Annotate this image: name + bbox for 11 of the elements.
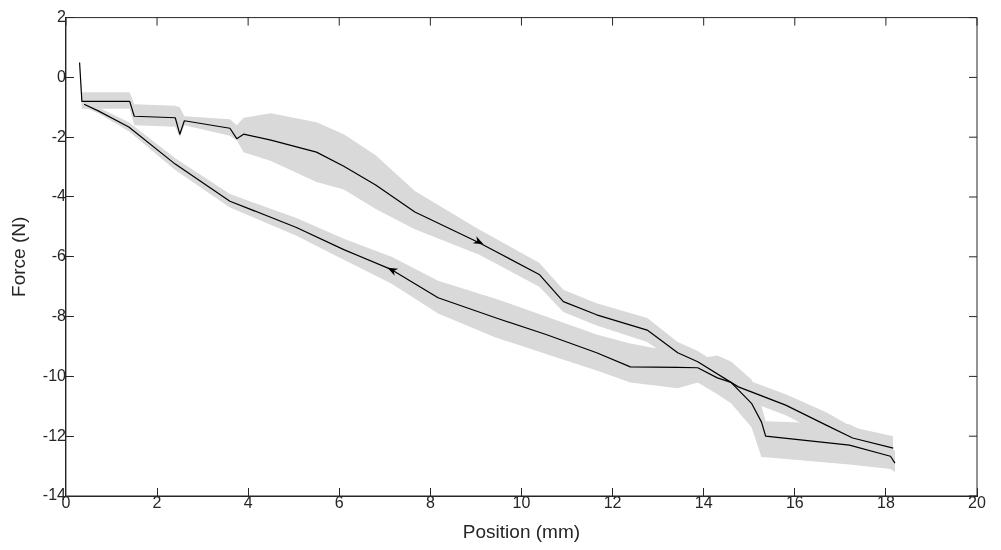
y-tick-label: -10 xyxy=(42,366,67,384)
y-tick-label: -2 xyxy=(51,127,67,145)
y-tick-label: -4 xyxy=(51,187,67,205)
y-tick-label: -12 xyxy=(42,426,67,444)
y-axis-title: Force (N) xyxy=(7,216,29,297)
x-axis-title: Position (mm) xyxy=(462,520,581,542)
y-tick-label: -8 xyxy=(51,307,67,325)
y-tick-label: 2 xyxy=(57,8,67,26)
x-tick-label: 20 xyxy=(968,494,986,512)
y-tick-label: -6 xyxy=(51,247,67,265)
y-tick-label: 0 xyxy=(57,67,67,85)
